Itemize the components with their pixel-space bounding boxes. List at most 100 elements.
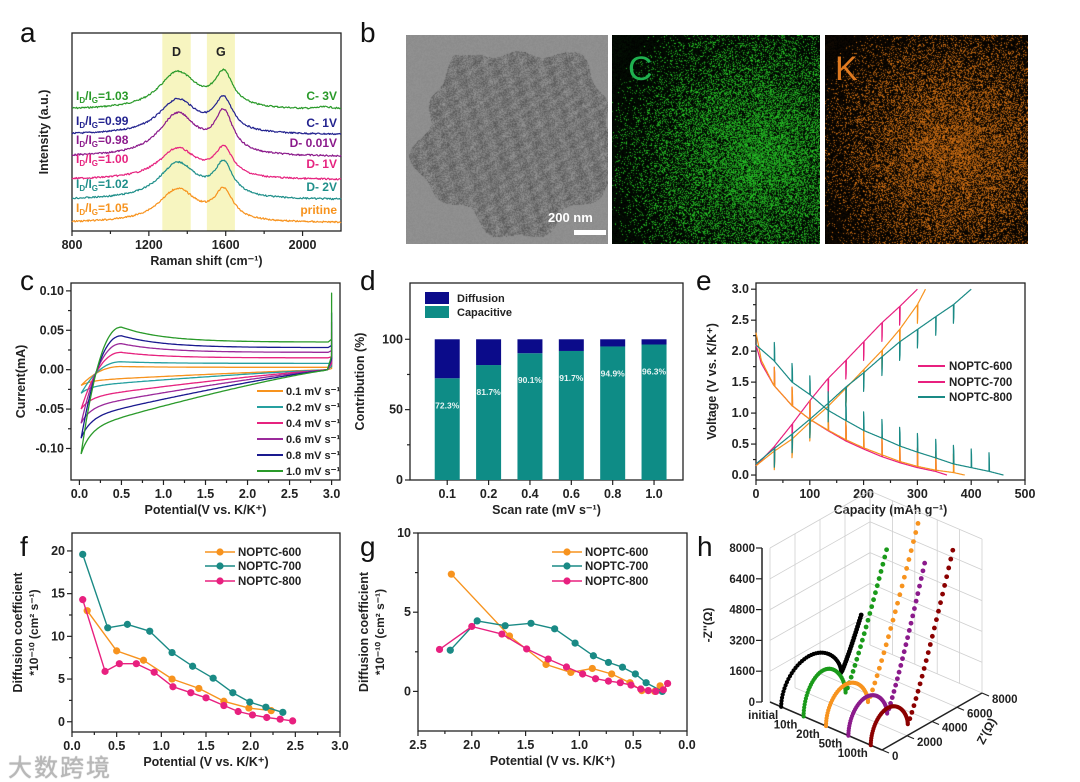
legend-label: NOPTC-700 [949, 377, 1012, 389]
raman-spectrum [71, 159, 342, 201]
data-point [115, 660, 123, 668]
x-tick-label: 1.0 [153, 739, 170, 753]
bar-capacitive [434, 378, 460, 480]
ratio-value: 1.05 [105, 201, 129, 215]
nyquist-point [861, 631, 867, 637]
data-point [447, 570, 455, 578]
panel-h-nyquist-3d-chart: 01600320048006400800002000400060008000-Z… [701, 490, 1018, 763]
bar-value-label: 72.3% [435, 400, 460, 410]
legend-label: NOPTC-800 [585, 576, 648, 588]
nyquist-point [893, 682, 899, 688]
raman-spectrum [71, 186, 342, 224]
nyquist-point [915, 688, 921, 694]
nyquist-point [918, 576, 924, 581]
data-point [501, 622, 509, 630]
band-G [206, 33, 235, 231]
ratio-value: 0.98 [105, 133, 129, 147]
legend-marker [216, 548, 224, 556]
spectrum-label: D- 0.01V [290, 136, 337, 150]
y-axis-label: Current(mA) [14, 345, 28, 419]
data-point [104, 624, 112, 632]
data-point [608, 670, 616, 678]
y-tick-label: -0.05 [36, 402, 65, 416]
x-tick-label: 0.0 [71, 487, 88, 501]
nyquist-point [858, 612, 864, 618]
nyquist-point [921, 666, 927, 671]
data-point [202, 694, 210, 702]
data-point [146, 627, 154, 635]
spectrum-label: C- 3V [306, 89, 337, 103]
nyquist-point [870, 687, 875, 693]
ratio-symbol: G [92, 121, 98, 130]
x-tick-label: 0.0 [63, 739, 80, 753]
y-tick-label: 0.05 [40, 323, 64, 337]
data-point [132, 660, 140, 668]
cycle-label: 100th [838, 748, 868, 760]
x-tick-label: 400 [961, 487, 982, 501]
y-axis-label: Intensity (a.u.) [37, 90, 51, 175]
floor-grid-line [844, 658, 958, 708]
nyquist-point [888, 626, 894, 631]
carbon-map-label: C [628, 50, 653, 88]
nyquist-point [929, 633, 935, 639]
plot-frame [409, 282, 684, 481]
nyquist-point [854, 656, 860, 662]
data-point [101, 667, 109, 675]
x-tick-label: 1.5 [197, 739, 214, 753]
ratio-symbol: = [98, 114, 105, 128]
nyquist-point [922, 560, 928, 566]
data-point [262, 703, 270, 711]
id-ig-ratio-label: ID/IG=1.03 [76, 89, 129, 105]
z-tick-label: 0 [749, 697, 755, 709]
diffusion-series-line [82, 599, 293, 722]
x-tick-label: 0.5 [108, 739, 125, 753]
panel-label-h: h [697, 531, 713, 562]
grid-line [869, 583, 983, 632]
nyquist-point [856, 650, 862, 656]
data-point [279, 708, 287, 716]
data-point [446, 646, 454, 654]
nyquist-point [920, 568, 926, 574]
panel-label-g: g [360, 531, 376, 562]
nyquist-point [944, 574, 950, 580]
nyquist-point [950, 547, 956, 553]
raman-spectrum [71, 107, 342, 158]
charge-curve [755, 288, 918, 467]
x-tick-label: 1.0 [645, 487, 662, 501]
nyquist-point [896, 669, 902, 675]
nyquist-point [917, 583, 922, 589]
band-D [162, 33, 191, 231]
y-tick-label: 15 [51, 587, 65, 601]
x-tick-label: 2.5 [287, 739, 304, 753]
ratio-symbol: D [79, 208, 85, 217]
y-axis-label-units: *10⁻¹⁰ (cm² s⁻¹) [373, 589, 387, 675]
nyquist-point [911, 539, 916, 544]
cycle-label: 10th [774, 719, 798, 731]
x-tick-label: 800 [62, 238, 83, 252]
nyquist-point [871, 597, 876, 603]
legend-marker [216, 577, 224, 585]
y-tick-label: 3.0 [732, 282, 749, 296]
nyquist-point [867, 611, 873, 616]
raman-spectrum [71, 68, 342, 110]
x-tick-label: 2.5 [409, 738, 426, 752]
nyquist-point [885, 711, 890, 716]
y-tick-label: 0 [404, 684, 411, 698]
nyquist-point [946, 565, 952, 571]
ratio-symbol: G [92, 96, 98, 105]
ratio-symbol: = [98, 89, 105, 103]
x-tick-label: 0 [753, 487, 760, 501]
nyquist-point [780, 692, 785, 697]
spectrum-label: D- 1V [306, 157, 337, 171]
data-point [123, 620, 131, 628]
legend-label: 0.1 mV s⁻¹ [286, 386, 340, 398]
nyquist-point [869, 604, 875, 610]
nyquist-point [779, 698, 784, 703]
data-point [562, 663, 571, 671]
zreal-tick-label: 0 [892, 751, 898, 763]
bar-value-label: 94.9% [601, 368, 626, 378]
nyquist-point [873, 590, 878, 596]
data-point [644, 687, 652, 695]
discharge-curve [755, 341, 1004, 476]
